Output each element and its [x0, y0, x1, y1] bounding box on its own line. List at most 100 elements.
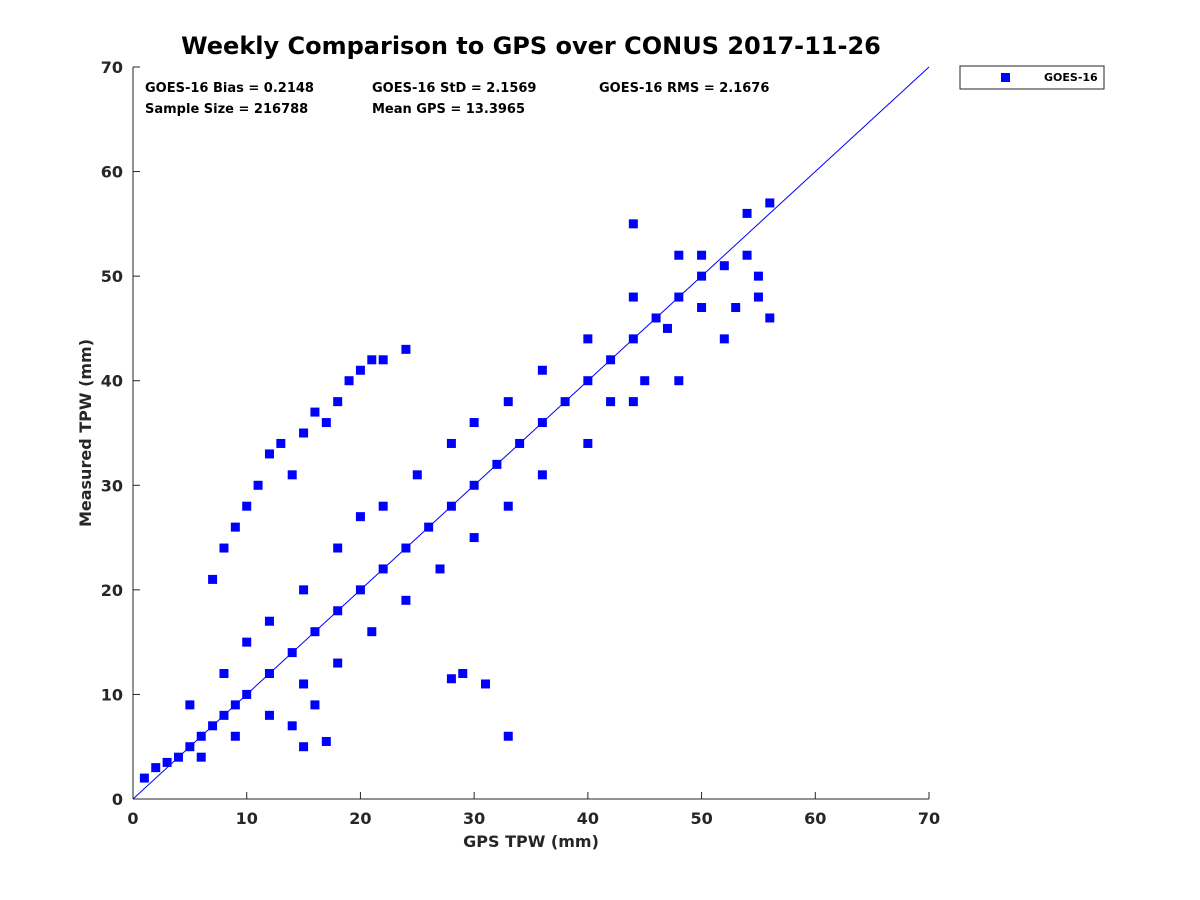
data-point [333, 658, 343, 668]
data-point [287, 470, 297, 480]
data-point [321, 418, 331, 428]
data-point [435, 564, 445, 574]
x-tick-label: 0 [127, 809, 138, 828]
y-tick-label: 60 [101, 163, 123, 182]
data-point [765, 198, 775, 208]
data-point [344, 376, 354, 386]
data-point [151, 763, 161, 773]
data-point [628, 219, 638, 229]
data-point [162, 757, 172, 767]
y-tick-label: 20 [101, 581, 123, 600]
data-point [719, 261, 729, 271]
data-point [583, 438, 593, 448]
data-point [640, 376, 650, 386]
data-point [219, 543, 229, 553]
annotation-mean-gps: Mean GPS = 13.3965 [372, 102, 525, 117]
legend-marker-goes16 [1001, 73, 1010, 82]
data-point [299, 428, 309, 438]
stats-annotations: GOES-16 Bias = 0.2148 GOES-16 StD = 2.15… [145, 81, 769, 117]
y-tick-label: 50 [101, 267, 123, 286]
data-point [765, 313, 775, 323]
data-point [446, 438, 456, 448]
data-point [299, 742, 309, 752]
data-point [230, 731, 240, 741]
y-axis-label: Measured TPW (mm) [76, 339, 95, 527]
x-tick-label: 60 [804, 809, 826, 828]
x-tick-label: 50 [690, 809, 712, 828]
y-tick-label: 10 [101, 685, 123, 704]
x-tick-label: 40 [577, 809, 599, 828]
data-point [719, 334, 729, 344]
y-tick-label: 40 [101, 372, 123, 391]
data-point [299, 679, 309, 689]
chart-title: Weekly Comparison to GPS over CONUS 2017… [181, 32, 881, 60]
legend: GOES-16 [959, 65, 1105, 90]
data-point [753, 271, 763, 281]
data-point [674, 376, 684, 386]
x-tick-label: 10 [236, 809, 258, 828]
plot-area: 0 10 20 30 40 50 60 70 0 10 20 30 40 50 60 70 [101, 58, 940, 828]
data-point [333, 543, 343, 553]
data-point [230, 522, 240, 532]
x-tick-label: 70 [918, 809, 940, 828]
data-point [355, 512, 365, 522]
data-point [583, 334, 593, 344]
data-point [469, 533, 479, 543]
data-point [310, 700, 320, 710]
data-point [208, 574, 218, 584]
annotation-sample-size: Sample Size = 216788 [145, 102, 308, 117]
data-point [242, 637, 252, 647]
data-point [287, 721, 297, 731]
data-point [355, 365, 365, 375]
data-point [662, 323, 672, 333]
y-tick-label: 0 [112, 790, 123, 809]
x-axis-label: GPS TPW (mm) [463, 832, 599, 851]
data-point [367, 627, 377, 637]
annotation-rms: GOES-16 RMS = 2.1676 [599, 81, 769, 96]
one-to-one-line [132, 66, 930, 800]
annotation-bias: GOES-16 Bias = 0.2148 [145, 81, 314, 96]
data-point [219, 669, 229, 679]
data-point [742, 208, 752, 218]
legend-label-goes16: GOES-16 [1044, 71, 1098, 84]
data-point [731, 303, 741, 313]
data-point [401, 595, 411, 605]
data-point [481, 679, 491, 689]
data-point [139, 773, 149, 783]
data-point [321, 736, 331, 746]
data-point [697, 250, 707, 260]
data-point [753, 292, 763, 302]
data-point [264, 710, 274, 720]
data-point [412, 470, 422, 480]
data-point [378, 501, 388, 511]
data-point [378, 355, 388, 365]
data-point [310, 407, 320, 417]
data-point [299, 585, 309, 595]
data-point [253, 480, 263, 490]
data-point [674, 250, 684, 260]
data-point [503, 731, 513, 741]
x-tick-label: 30 [463, 809, 485, 828]
y-tick-label: 70 [101, 58, 123, 77]
data-point [196, 752, 206, 762]
data-point [264, 449, 274, 459]
data-point [242, 501, 252, 511]
data-point [401, 344, 411, 354]
y-tick-label: 30 [101, 476, 123, 495]
data-point [367, 355, 377, 365]
data-point [697, 303, 707, 313]
data-point [446, 674, 456, 684]
data-point [628, 292, 638, 302]
data-point [264, 616, 274, 626]
data-point [333, 397, 343, 407]
data-point [537, 470, 547, 480]
data-point [185, 700, 195, 710]
legend-box [959, 65, 1105, 90]
data-point [606, 397, 616, 407]
ticks-layer: 0 10 20 30 40 50 60 70 0 10 20 30 40 50 60 70 [101, 58, 940, 828]
x-tick-label: 20 [349, 809, 371, 828]
data-point [742, 250, 752, 260]
data-point [276, 438, 286, 448]
data-point [628, 397, 638, 407]
